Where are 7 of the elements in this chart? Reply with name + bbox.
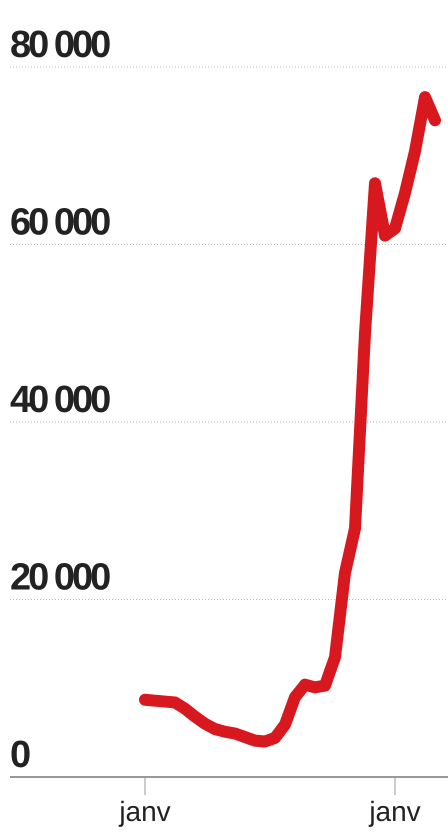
y-tick-label: 80 000: [10, 24, 110, 66]
y-tick-label: 0: [10, 734, 30, 776]
y-tick-label: 20 000: [10, 556, 110, 598]
y-tick-label: 40 000: [10, 379, 110, 421]
y-tick-label: 60 000: [10, 202, 110, 244]
x-tick-label: janv: [368, 796, 421, 827]
x-tick-label: janv: [118, 796, 171, 827]
